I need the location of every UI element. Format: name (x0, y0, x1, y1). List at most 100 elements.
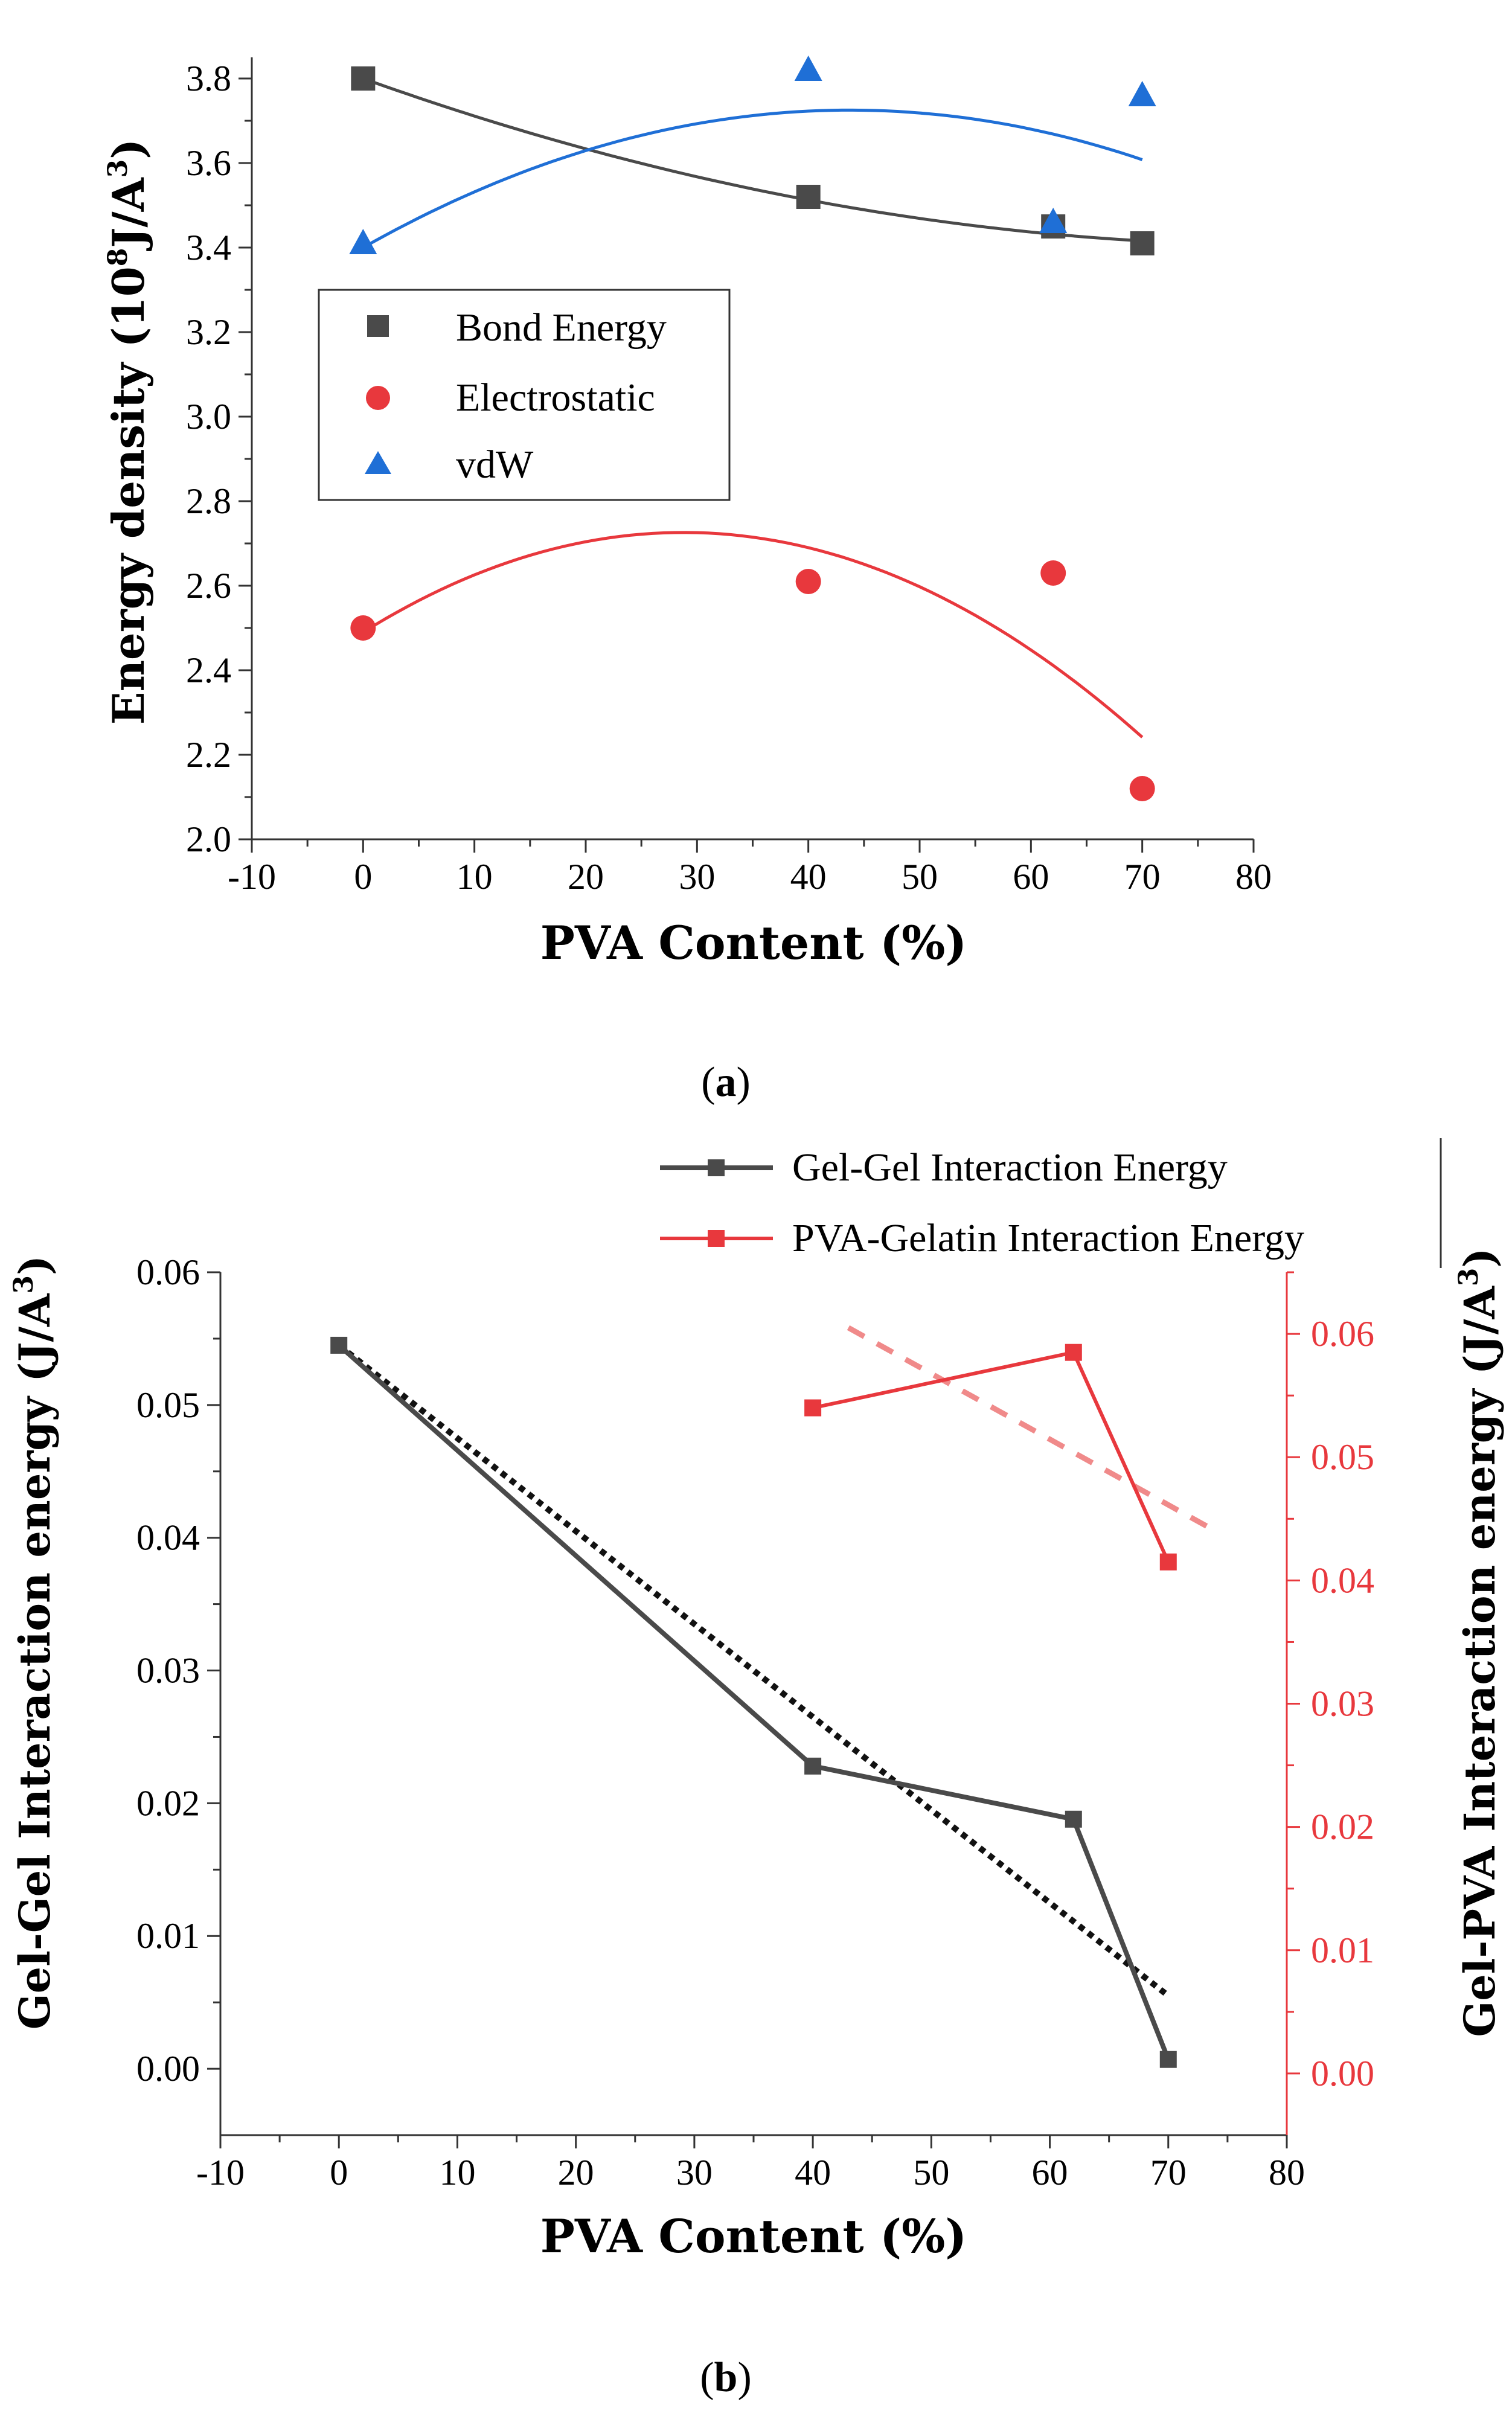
panel-a-caption-letter: a (716, 1059, 737, 1106)
panel-a-x-tick-label: 60 (1013, 857, 1049, 897)
panel-b-right-y-axis-title: Gel-PVA Interaction energy (J/A3) (1453, 1248, 1505, 2037)
panel-a-y-tick-label: 2.0 (186, 819, 231, 859)
fit-curve-bond-energy (362, 77, 1142, 243)
data-point-electrostatic (1040, 560, 1066, 586)
trend-line-pva-gelatin-interaction-energy (847, 1325, 1217, 1534)
panel-a-chart: -10 0 10 20 30 40 50 60 70 80 2.0 2.2 2.4 2.6 2.8 3.0 3.… (103, 56, 1272, 1106)
series-line-pva-gelatin-interaction-energy (812, 1350, 1170, 1563)
panel-b-right-y-tick-label: 0.01 (1311, 1930, 1374, 1970)
panel-a-caption: (a) (701, 1059, 751, 1106)
panel-a-y-tick-label: 3.8 (186, 59, 231, 98)
data-point-bond-energy (796, 185, 821, 209)
panel-a-x-tick-label: 50 (902, 857, 938, 897)
data-point-pva-gelatin-interaction-energy (1065, 1344, 1082, 1361)
panel-b-left-y-axis-title-exp: 3 (8, 1275, 39, 1294)
legend-label-bond-energy: Bond Energy (456, 306, 667, 350)
panel-a-x-tick-label: 0 (354, 857, 372, 897)
fit-curve-electrostatic (362, 531, 1144, 738)
data-point-vdw (1128, 81, 1156, 106)
data-point-electrostatic (795, 569, 821, 594)
data-point-bond-energy (351, 66, 376, 91)
panel-b-right-y-tick-label: 0.06 (1311, 1314, 1374, 1354)
panel-b-left-y-tick-label: 0.01 (136, 1916, 200, 1956)
panel-b-left-y-tick-label: 0.03 (136, 1651, 200, 1691)
legend-label-vdw: vdW (456, 443, 534, 487)
legend-label-gel-gel: Gel-Gel Interaction Energy (792, 1145, 1228, 1190)
panel-b-right-y-tick-label: 0.04 (1311, 1560, 1374, 1600)
panel-b-x-tick-label: 80 (1269, 2153, 1305, 2192)
data-point-pva-gelatin-interaction-energy (1159, 1553, 1177, 1571)
panel-a-caption-close: ) (737, 1059, 751, 1106)
panel-b-x-tick-label: 50 (913, 2153, 949, 2192)
panel-a-y-tick-label: 3.0 (186, 397, 231, 437)
legend-marker-pva-gelatin (708, 1230, 725, 1247)
panel-a-y-axis-title-close: ) (103, 139, 154, 159)
panel-b-x-tick-label: 0 (330, 2153, 348, 2192)
data-point-electrostatic (350, 615, 376, 641)
data-point-gel-gel-interaction-energy (804, 1757, 822, 1775)
series-line-gel-gel-interaction-energy (337, 1343, 1171, 2061)
panel-a-y-tick-label: 2.4 (186, 650, 231, 690)
panel-b-x-tick-label: 10 (439, 2153, 475, 2192)
panel-b-chart: Gel-Gel Interaction Energy PVA-Gelatin I… (8, 1138, 1505, 2401)
panel-b-left-y-axis-title-main: Gel-Gel Interaction energy (J/A (10, 1293, 60, 2029)
panel-a-y-axis-title-unit: J/A (103, 177, 154, 251)
panel-b-x-tick-label: -10 (196, 2153, 245, 2192)
panel-a-y-tick-label: 2.8 (186, 481, 231, 521)
panel-a-x-tick-label: 30 (679, 857, 715, 897)
panel-b-right-y-axis-title-exp: 3 (1453, 1268, 1484, 1287)
panel-b-right-y-tick-label: 0.03 (1311, 1684, 1374, 1724)
panel-a-x-tick-label: 10 (456, 857, 493, 897)
panel-a-y-tick-label: 2.6 (186, 566, 231, 606)
panel-a-y-axis-title: Energy density (108J/A3) (103, 139, 154, 725)
legend-marker-bond-energy (367, 315, 389, 337)
data-point-vdw (1039, 208, 1068, 233)
panel-b-right-y-axis-title-close: ) (1455, 1248, 1505, 1267)
panel-b-right-y-tick-label: 0.02 (1311, 1807, 1374, 1847)
panel-b-left-y-axis-title: Gel-Gel Interaction energy (J/A3) (8, 1255, 60, 2029)
panel-b-x-tick-label: 40 (795, 2153, 831, 2192)
panel-b-caption-letter: b (714, 2354, 738, 2401)
fit-curve-vdw (362, 108, 1143, 249)
data-point-bond-energy (1130, 231, 1155, 255)
panel-b-x-tick-label: 20 (558, 2153, 594, 2192)
panel-a-x-tick-label: 40 (790, 857, 827, 897)
data-point-gel-gel-interaction-energy (330, 1336, 348, 1354)
data-point-vdw (794, 56, 822, 81)
data-point-pva-gelatin-interaction-energy (804, 1399, 822, 1417)
legend-marker-electrostatic (366, 386, 390, 410)
legend-label-electrostatic: Electrostatic (456, 376, 655, 420)
panel-b-left-y-tick-label: 0.02 (136, 1783, 200, 1823)
panel-b-caption: (b) (700, 2354, 752, 2401)
panel-b-x-axis-title: PVA Content (%) (540, 2209, 967, 2263)
panel-a-y-tick-label: 3.2 (186, 312, 231, 352)
legend-marker-vdw (365, 451, 391, 474)
panel-a-x-tick-label: 70 (1124, 857, 1161, 897)
panel-a-x-tick-label: 20 (568, 857, 604, 897)
panel-a-y-axis-title-unit-exp: 3 (103, 159, 133, 178)
panel-a-y-tick-label: 2.2 (186, 735, 231, 775)
panel-b-left-y-tick-label: 0.04 (136, 1518, 200, 1558)
data-point-electrostatic (1129, 776, 1155, 801)
panel-b-x-tick-label: 70 (1150, 2153, 1187, 2192)
panel-a-caption-open: ( (701, 1059, 715, 1106)
data-point-gel-gel-interaction-energy (1065, 1810, 1082, 1828)
legend-label-pva-gelatin: PVA-Gelatin Interaction Energy (792, 1216, 1304, 1260)
data-point-gel-gel-interaction-energy (1159, 2051, 1177, 2068)
panel-b-left-y-tick-label: 0.06 (136, 1252, 200, 1292)
panel-b-left-y-tick-label: 0.00 (136, 2049, 200, 2089)
trend-line-gel-gel-interaction-energy (337, 1342, 1170, 1999)
panel-b-x-tick-label: 60 (1032, 2153, 1068, 2192)
data-point-vdw (349, 229, 377, 254)
panel-a-y-axis-title-exp: 8 (103, 248, 133, 267)
panel-b-caption-open: ( (700, 2354, 714, 2401)
panel-a-y-tick-label: 3.6 (186, 143, 231, 183)
panel-a-y-tick-label: 3.4 (186, 228, 231, 267)
panel-a-x-axis-title: PVA Content (%) (540, 916, 967, 970)
panel-b-x-tick-label: 30 (676, 2153, 713, 2192)
panel-b-right-y-tick-label: 0.00 (1311, 2054, 1374, 2093)
panel-b-left-y-tick-label: 0.05 (136, 1385, 200, 1425)
legend-marker-gel-gel (708, 1159, 725, 1176)
panel-a-y-axis-title-main: Energy density (10 (103, 266, 154, 725)
